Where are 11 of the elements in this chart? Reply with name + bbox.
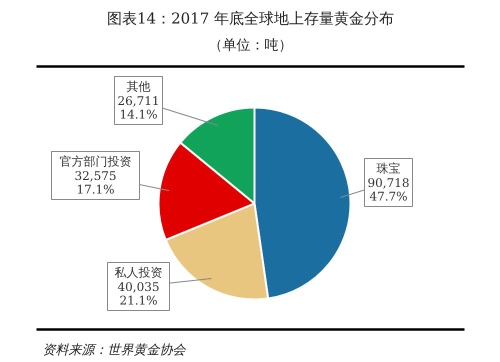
chart-subtitle: （单位：吨） xyxy=(208,38,292,54)
slice-label: 珠宝 xyxy=(376,162,400,176)
slice-label: 官方部门投资 xyxy=(60,154,132,168)
chart-title: 图表14：2017 年底全球地上存量黄金分布 xyxy=(106,10,394,28)
text: 资料来源：世界黄金协会 xyxy=(42,343,186,358)
slice-label: 私人投资 xyxy=(114,266,162,280)
data-label: 32,575 17.1% xyxy=(74,169,117,196)
data-label: 26,711 14.1% xyxy=(118,94,160,122)
slice-label: 其他 xyxy=(126,80,150,94)
data-label: 40,035 21.1% xyxy=(118,280,160,308)
data-label: 90,718 47.7% xyxy=(368,176,410,204)
